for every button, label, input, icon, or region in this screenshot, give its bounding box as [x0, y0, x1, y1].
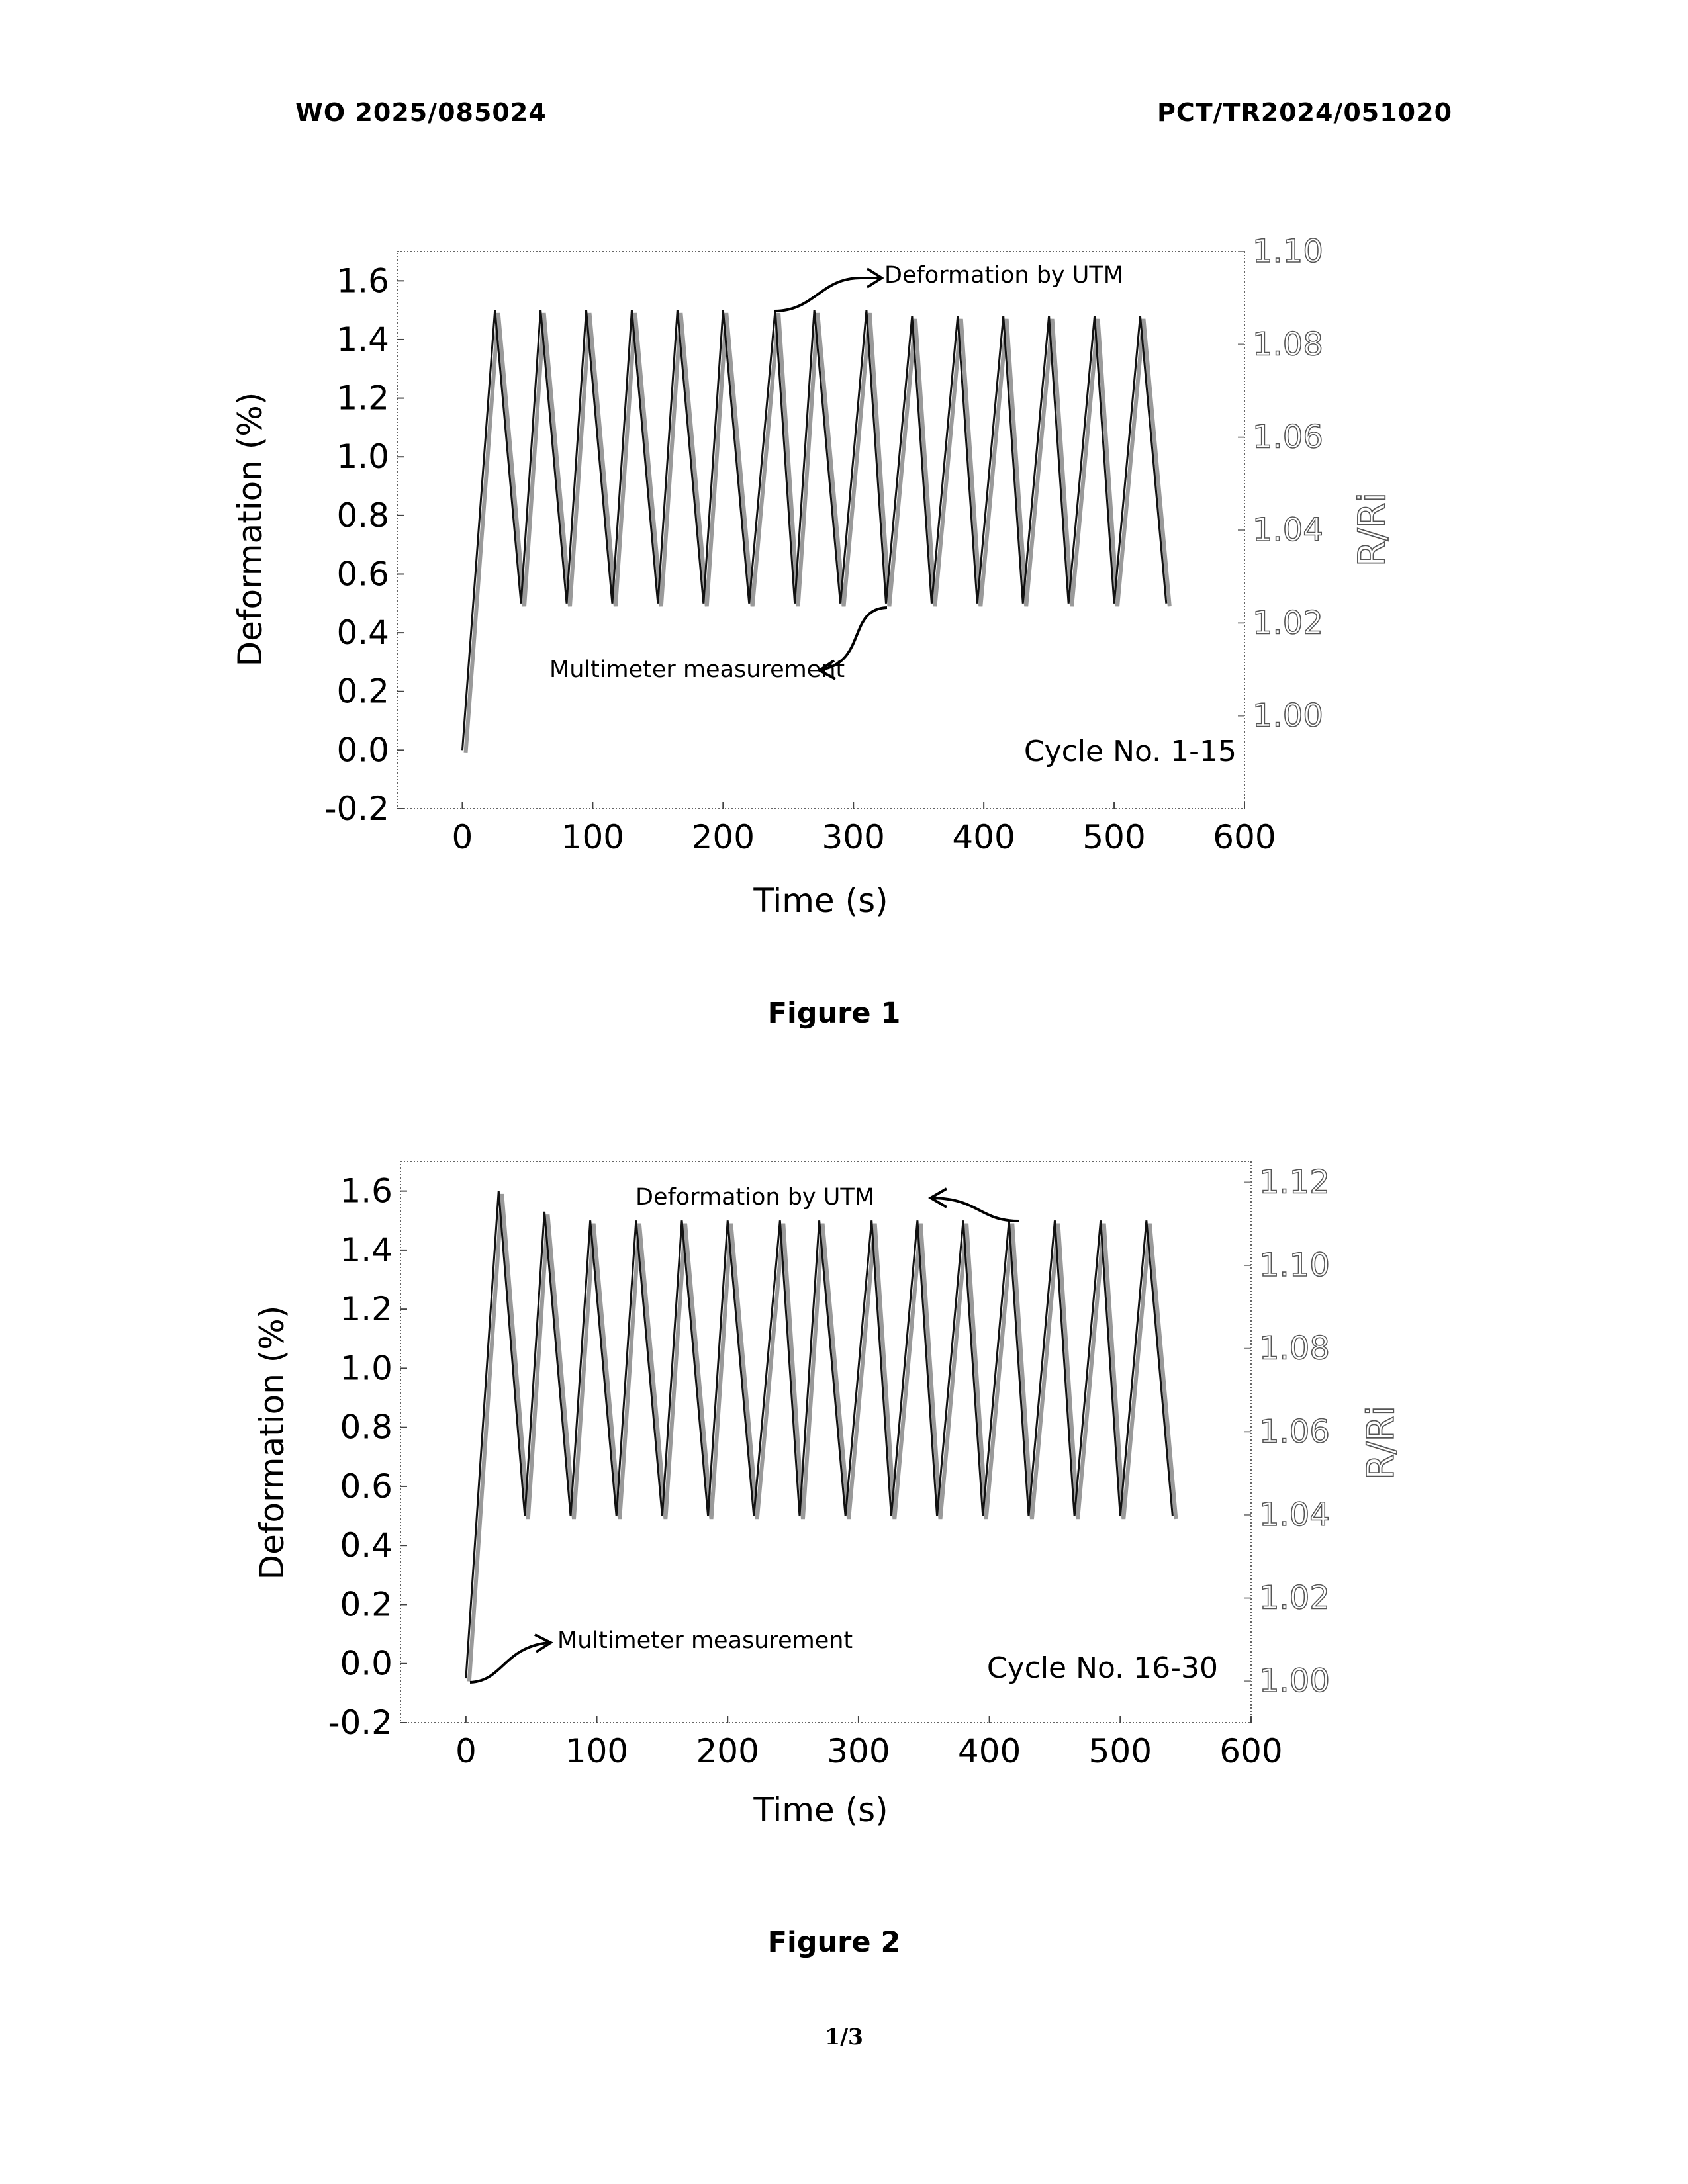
y-tick-label: 1.2 [340, 1290, 393, 1328]
utm-annotation: Deformation by UTM [635, 1184, 874, 1210]
y-tick-label: 1.4 [340, 1231, 393, 1269]
multimeter-arrow [470, 1643, 548, 1682]
figure-2-caption: Figure 2 [702, 1926, 966, 1959]
multimeter-annotation: Multimeter measurement [557, 1627, 853, 1654]
x-tick-label: 300 [827, 1732, 890, 1770]
y2-tick-label: 1.08 [1259, 1330, 1330, 1367]
x-tick-label: 100 [565, 1732, 628, 1770]
x-tick-label: 0 [455, 1732, 477, 1770]
y-tick-label: -0.2 [328, 1704, 393, 1742]
y2-tick-label: 1.04 [1259, 1496, 1330, 1533]
y2-tick-label: 1.02 [1259, 1580, 1330, 1617]
y-tick-label: 0.6 [340, 1467, 393, 1506]
y2-tick-label: 1.10 [1259, 1247, 1330, 1284]
y2-tick-label: 1.06 [1259, 1413, 1330, 1450]
x-tick-label: 200 [696, 1732, 759, 1770]
y-tick-label: 0.8 [340, 1408, 393, 1447]
y2-tick-label: 1.12 [1259, 1163, 1330, 1201]
y-axis-label: Deformation (%) [253, 1306, 291, 1580]
figure-1-caption: Figure 1 [702, 997, 966, 1030]
y2-axis-label: R/Ri [1360, 1406, 1403, 1480]
y-tick-label: 0.4 [340, 1526, 393, 1565]
x-tick-label: 400 [958, 1732, 1021, 1770]
utm-arrow [933, 1198, 1019, 1221]
x-tick-label: 500 [1089, 1732, 1152, 1770]
y-tick-label: 1.6 [340, 1172, 393, 1210]
x-axis-label: Time (s) [753, 1791, 888, 1829]
y-tick-label: 0.0 [340, 1645, 393, 1683]
x-tick-label: 600 [1219, 1732, 1282, 1770]
y-tick-label: 1.0 [340, 1349, 393, 1387]
figure-2-chart: -0.2 0.0 0.2 0.4 0.6 0.8 1.0 1.2 1.4 1.6 1.00 1.02… [0, 0, 1688, 1906]
cycle-label: Cycle No. 16-30 [987, 1651, 1218, 1685]
y-tick-label: 0.2 [340, 1585, 393, 1623]
y2-tick-label: 1.00 [1259, 1662, 1330, 1700]
page-number: 1/3 [778, 2024, 910, 2050]
